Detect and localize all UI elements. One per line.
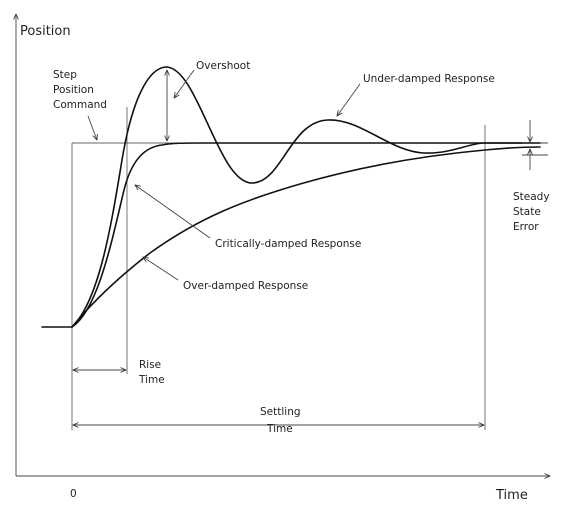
settling-time-label: Settling Time xyxy=(260,406,304,435)
over-damped-curve xyxy=(71,146,541,328)
under-damped-label: Under-damped Response xyxy=(363,73,495,85)
under-damped-pointer xyxy=(337,83,361,116)
under-damped-curve xyxy=(71,66,541,328)
critically-damped-pointer xyxy=(135,185,211,239)
step-command-label: Step Position Command xyxy=(53,69,107,111)
rise-time-label: Rise Time xyxy=(138,359,165,386)
critically-damped-curve xyxy=(71,142,541,328)
step-command-pointer xyxy=(87,115,97,140)
origin-label: 0 xyxy=(70,488,77,500)
over-damped-pointer xyxy=(143,257,179,281)
critically-damped-label: Critically-damped Response xyxy=(215,238,361,250)
over-damped-label: Over-damped Response xyxy=(183,280,308,292)
y-axis-label: Position xyxy=(20,24,71,39)
steady-state-error-label: Steady State Error xyxy=(513,191,553,233)
overshoot-label: Overshoot xyxy=(196,60,250,72)
overshoot-pointer xyxy=(174,69,195,98)
x-axis-label: Time xyxy=(495,488,528,503)
